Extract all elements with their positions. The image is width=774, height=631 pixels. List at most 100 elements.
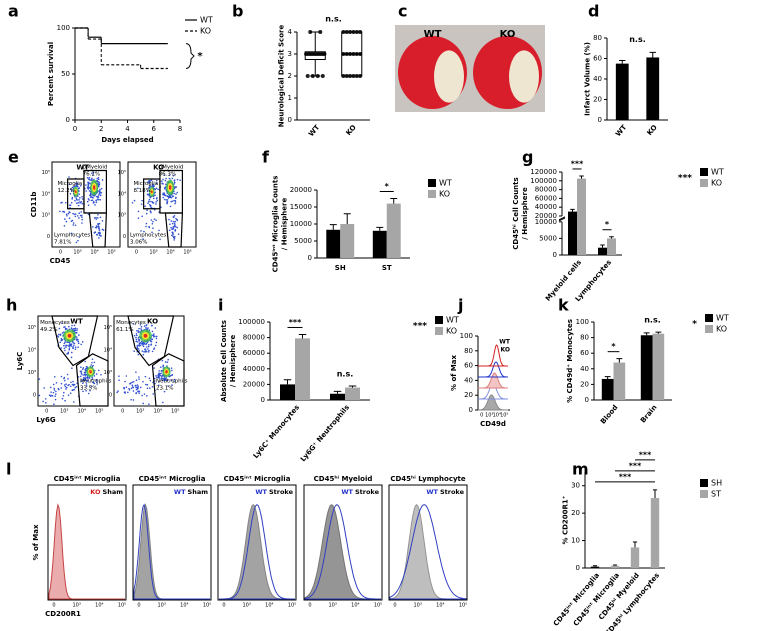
x-tick-label: 10⁵ xyxy=(500,413,508,419)
event-dot xyxy=(118,379,120,381)
event-dot xyxy=(80,380,83,383)
event-dot xyxy=(175,193,177,195)
y-tick-label: 0 xyxy=(469,406,473,414)
y-tick-label: 4 xyxy=(288,28,293,36)
event-dot xyxy=(53,389,56,391)
event-dot xyxy=(83,376,85,379)
y-tick-label: 0 xyxy=(47,234,50,240)
y-tick-label: 80 xyxy=(580,334,589,342)
event-dot xyxy=(144,351,147,353)
event-dot xyxy=(132,390,135,392)
event-dot xyxy=(138,376,140,378)
event-dot xyxy=(89,193,92,195)
event-dot xyxy=(90,385,93,387)
event-dot xyxy=(157,381,160,383)
event-dot xyxy=(90,179,92,181)
y-tick-label: 80000 xyxy=(535,186,557,194)
event-dot xyxy=(69,392,72,394)
event-dot xyxy=(174,181,176,184)
event-dot xyxy=(87,379,89,381)
event-dot xyxy=(76,215,79,217)
event-dot xyxy=(171,384,173,386)
event-dot xyxy=(68,176,70,178)
panel-letter: f xyxy=(262,148,270,167)
error-bar xyxy=(376,226,384,231)
panel-letter: c xyxy=(398,2,407,21)
event-dot xyxy=(159,366,162,368)
event-dot xyxy=(155,203,157,205)
event-dot xyxy=(148,198,151,201)
event-dot xyxy=(174,225,177,228)
event-dot xyxy=(93,178,95,181)
event-dot xyxy=(163,193,166,195)
event-dot xyxy=(98,190,101,192)
x-tick-label: 10⁵ xyxy=(459,603,467,609)
event-dot xyxy=(148,187,150,189)
event-dot xyxy=(63,225,66,227)
event-dot xyxy=(98,222,101,225)
event-dot xyxy=(151,222,154,225)
x-tick-label: ST xyxy=(382,264,392,272)
event-dot xyxy=(144,205,146,207)
y-tick-label: 40000 xyxy=(243,365,265,373)
event-dot xyxy=(149,196,152,198)
event-dot xyxy=(60,347,63,349)
event-dot xyxy=(141,394,143,397)
event-dot xyxy=(70,351,73,354)
event-dot xyxy=(166,361,169,364)
event-dot xyxy=(50,391,52,393)
x-tick-label: 2 xyxy=(99,125,103,133)
event-dot xyxy=(163,379,166,382)
event-dot xyxy=(148,200,150,203)
event-dot xyxy=(83,373,86,376)
event-dot xyxy=(162,192,165,195)
y-tick-label: 50 xyxy=(61,70,70,78)
event-dot xyxy=(160,372,162,375)
event-dot xyxy=(75,385,78,388)
event-dot xyxy=(86,377,89,379)
event-dot xyxy=(67,394,70,396)
legend-label: WT xyxy=(711,168,724,177)
event-dot xyxy=(65,344,67,347)
event-dot xyxy=(174,200,177,202)
event-dot xyxy=(130,387,133,390)
event-dot xyxy=(145,212,148,215)
event-dot xyxy=(70,343,73,345)
event-dot xyxy=(167,196,170,198)
event-dot xyxy=(151,330,154,333)
event-dot xyxy=(140,326,143,328)
event-dot xyxy=(70,345,72,347)
event-dot xyxy=(95,216,97,219)
y-tick-label: 10⁵ xyxy=(118,170,126,176)
event-dot xyxy=(170,379,173,381)
event-dot xyxy=(90,199,93,202)
event-dot xyxy=(161,401,164,404)
event-dot xyxy=(91,358,94,360)
event-dot xyxy=(171,177,174,180)
event-dot xyxy=(169,223,171,226)
y-tick-label: 100000 xyxy=(238,318,265,326)
event-dot xyxy=(85,184,87,186)
event-dot xyxy=(169,205,172,208)
panel-letter: j xyxy=(457,296,463,315)
event-dot xyxy=(93,382,96,385)
event-dot xyxy=(99,216,102,219)
event-dot xyxy=(95,373,98,375)
event-dot xyxy=(71,367,73,370)
x-tick-label: 10⁵ xyxy=(183,250,191,256)
event-dot xyxy=(176,178,179,181)
legend-swatch xyxy=(428,190,436,198)
infarct xyxy=(509,50,539,103)
event-dot xyxy=(70,232,73,235)
event-dot xyxy=(86,376,89,378)
event-dot xyxy=(152,393,155,395)
event-dot xyxy=(99,191,101,194)
event-dot xyxy=(133,199,136,202)
event-dot xyxy=(135,332,138,335)
event-dot xyxy=(138,392,141,394)
gate-name: Monocytes xyxy=(40,320,70,326)
event-dot xyxy=(70,201,73,204)
y-axis-label: CD45ⁱⁿᵗ Microglia Counts xyxy=(272,176,280,273)
event-dot xyxy=(60,382,63,385)
x-axis-label: CD200R1 xyxy=(45,610,81,618)
